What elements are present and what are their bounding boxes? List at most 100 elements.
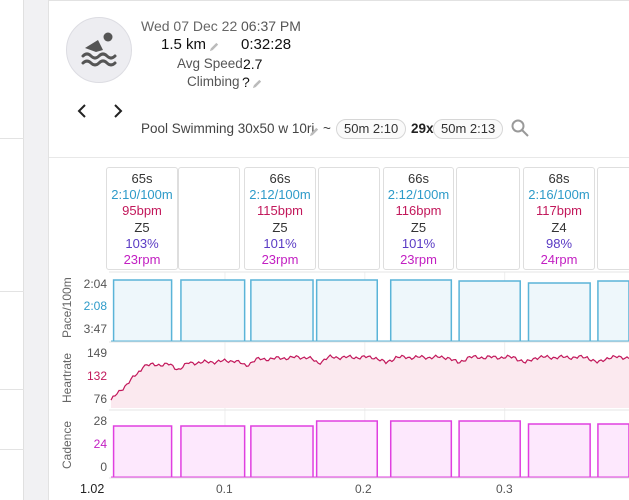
activity-avatar[interactable] [66, 17, 132, 83]
workout-tilde: ~ [323, 121, 331, 136]
cadence-tick: 0 [100, 460, 107, 474]
interval-card[interactable]: 68s 2:16/100m 117bpm Z4 98% 24rpm [523, 167, 595, 270]
interval-chip-2[interactable]: 50m 2:13 [433, 119, 504, 139]
card-percent: 98% [545, 235, 573, 251]
pace-interval-line [315, 279, 379, 341]
heartrate-tick: 149 [86, 346, 107, 360]
card-heartrate: 116bpm [395, 203, 442, 219]
rest-card[interactable] [178, 167, 240, 270]
left-sidebar [0, 0, 24, 500]
pace-area [250, 280, 314, 341]
cadence-area [316, 421, 378, 477]
pace-area [113, 280, 172, 341]
pace-area [390, 280, 452, 341]
card-heartrate: 95bpm [122, 203, 162, 219]
pace-tick: 3:47 [83, 322, 107, 336]
card-cadence: 24rpm [540, 252, 578, 268]
edit-workout-pencil-icon[interactable] [309, 124, 320, 142]
climbing-value: ? [242, 74, 250, 90]
cadence-interval-line [597, 423, 629, 477]
interval-card[interactable]: 66s 2:12/100m 116bpm Z5 101% 23rpm [383, 167, 454, 270]
edit-climbing-pencil-icon[interactable] [250, 75, 263, 93]
card-pace: 2:16/100m [528, 187, 590, 203]
cadence-area [113, 426, 172, 477]
previous-button[interactable] [72, 100, 94, 122]
edit-distance-pencil-icon[interactable] [207, 38, 220, 56]
search-icon [511, 119, 529, 137]
rest-card[interactable] [597, 167, 629, 270]
interval-card[interactable]: 66s 2:12/100m 115bpm Z5 101% 23rpm [244, 167, 316, 270]
swimmer-icon [77, 28, 121, 73]
x-tick: 0.1 [216, 482, 233, 496]
pace-tick-highlight: 2:08 [83, 299, 107, 313]
pace-interval-line [527, 282, 591, 341]
next-button[interactable] [106, 100, 128, 122]
card-duration: 65s [131, 171, 153, 186]
pace-interval-line [458, 280, 521, 341]
card-zone: Z5 [410, 219, 427, 235]
activity-duration: 0:32:28 [241, 36, 292, 53]
card-percent: 101% [401, 235, 436, 251]
search-button[interactable] [510, 118, 530, 138]
sidebar-divider [0, 449, 24, 450]
x-tick: 0.3 [496, 482, 513, 496]
pace-interval-line [250, 279, 314, 341]
card-duration: 66s [269, 171, 291, 186]
cadence-tick-highlight: 24 [93, 437, 107, 451]
card-zone: Z5 [272, 219, 288, 235]
heartrate-area [111, 355, 629, 408]
card-pace: 2:12/100m [249, 187, 311, 203]
cadence-area [250, 426, 314, 477]
card-percent: 103% [125, 235, 159, 251]
card-duration: 68s [548, 171, 570, 186]
cadence-area [459, 421, 521, 477]
header-divider [49, 157, 629, 158]
card-pace: 2:12/100m [387, 187, 450, 203]
card-zone: Z5 [134, 219, 150, 235]
cadence-area [528, 424, 591, 477]
rest-card[interactable] [456, 167, 520, 270]
card-heartrate: 117bpm [535, 203, 582, 219]
cadence-interval-line [458, 420, 521, 477]
card-heartrate: 115bpm [256, 203, 303, 219]
cadence-axis-title: Cadence [60, 420, 74, 469]
sidebar-divider [0, 389, 24, 390]
interval-card[interactable]: 65s 2:10/100m 95bpm Z5 103% 23rpm [106, 167, 178, 270]
cadence-tick: 28 [93, 414, 107, 428]
workout-name: Pool Swimming 30x50 w 10ri [141, 121, 315, 136]
pace-interval-line [389, 279, 453, 341]
pace-interval-line [597, 280, 629, 341]
pace-interval-line [180, 279, 246, 341]
card-percent: 101% [263, 235, 297, 251]
pace-interval-line [112, 279, 173, 341]
cadence-interval-line [180, 425, 246, 477]
card-duration: 66s [408, 171, 429, 186]
activity-distance: 1.5 km [161, 36, 207, 53]
chevron-left-icon [77, 104, 86, 118]
cadence-interval-line [315, 420, 379, 477]
card-pace: 2:10/100m [111, 187, 173, 203]
cadence-interval-line [527, 423, 591, 477]
cadence-interval-line [389, 420, 453, 477]
x-axis-start: 1.02 [80, 482, 105, 496]
avg-speed-value: 2.7 [243, 56, 263, 72]
pace-tick: 2:04 [83, 277, 107, 291]
heartrate-line [110, 354, 629, 401]
pace-axis-title: Pace/100m [60, 277, 74, 338]
cadence-area [180, 426, 245, 477]
pace-area [316, 280, 378, 341]
avg-speed-label: Avg Speed [177, 56, 243, 71]
repeat-count: 29x [411, 121, 434, 136]
cadence-area [390, 421, 452, 477]
cadence-interval-line [112, 425, 173, 477]
pace-area [597, 281, 629, 341]
card-cadence: 23rpm [261, 252, 299, 268]
activity-time: 06:37 PM [241, 18, 301, 34]
sidebar-divider [0, 291, 24, 292]
card-zone: Z4 [551, 219, 567, 235]
card-cadence: 23rpm [123, 252, 161, 268]
climbing-label: Climbing [187, 74, 240, 89]
rest-card[interactable] [318, 167, 380, 270]
interval-chip-1[interactable]: 50m 2:10 [336, 119, 407, 139]
